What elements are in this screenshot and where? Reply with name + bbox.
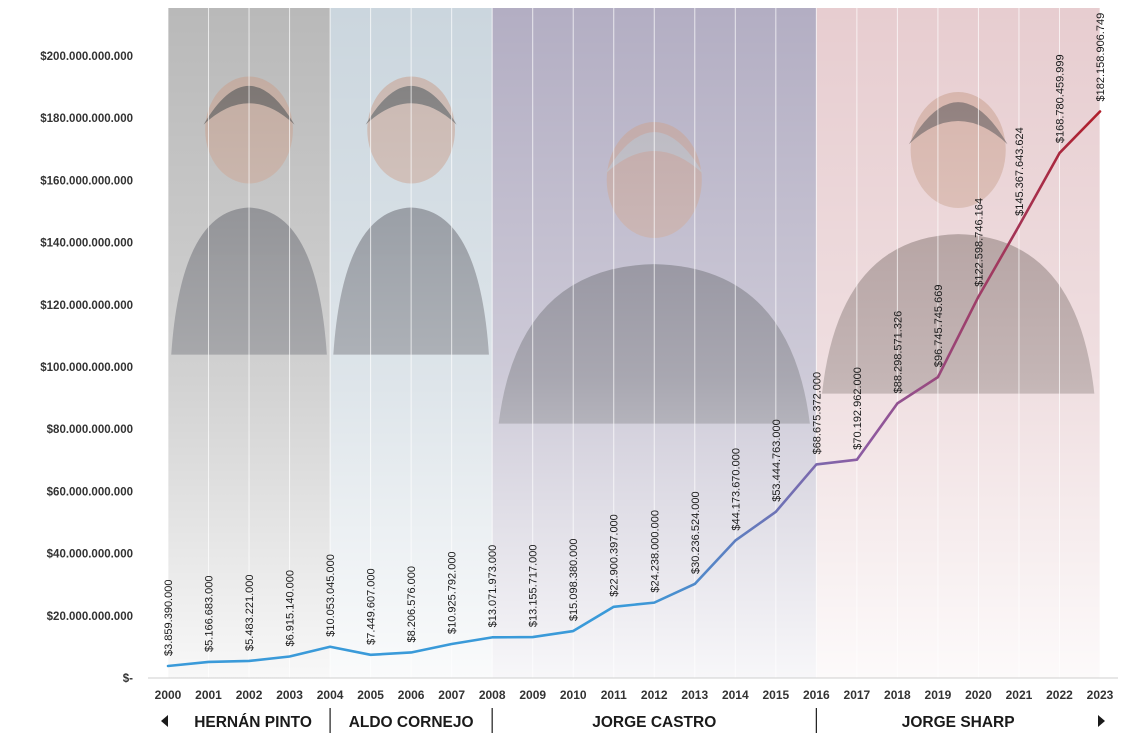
period-labels: HERNÁN PINTO ALDO CORNEJO JORGE CASTRO JORG…	[161, 708, 1105, 733]
x-tick-label: 2002	[236, 688, 263, 702]
x-tick-label: 2003	[276, 688, 303, 702]
y-axis: $- $20.000.000.000 $40.000.000.000 $60.000.…	[40, 51, 133, 685]
data-label: $24.238.000.000	[649, 510, 661, 593]
y-tick-label: $100.000.000.000	[40, 362, 133, 374]
x-tick-label: 2017	[844, 688, 871, 702]
series-line-path	[166, 110, 1102, 668]
y-tick-label: $60.000.000.000	[47, 486, 133, 498]
x-tick-label: 2005	[357, 688, 384, 702]
data-label: $10.925.792.000	[447, 551, 459, 634]
x-tick-label: 2001	[195, 688, 222, 702]
fade-overlay	[168, 8, 1100, 678]
x-tick-label: 2023	[1087, 688, 1114, 702]
x-tick-label: 2009	[519, 688, 546, 702]
x-tick-label: 2015	[762, 688, 789, 702]
data-label: $68.675.372.000	[811, 372, 823, 455]
data-label: $44.173.670.000	[730, 448, 742, 531]
x-tick-label: 2011	[601, 688, 627, 702]
data-label: $53.444.763.000	[771, 419, 783, 502]
data-label: $6.915.140.000	[285, 570, 297, 646]
x-tick-label: 2007	[438, 688, 465, 702]
x-tick-label: 2008	[479, 688, 506, 702]
data-label: $5.483.221.000	[244, 574, 256, 650]
x-tick-label: 2004	[317, 688, 344, 702]
y-tick-label: $80.000.000.000	[47, 424, 133, 436]
x-tick-label: 2014	[722, 688, 749, 702]
data-label: $15.098.380.000	[568, 538, 580, 621]
data-label: $122.598.746.164	[973, 198, 985, 287]
y-tick-label: $140.000.000.000	[40, 238, 133, 250]
data-label: $5.166.683.000	[204, 575, 216, 651]
x-tick-label: 2021	[1006, 688, 1033, 702]
x-tick-label: 2010	[560, 688, 587, 702]
arrow-right-icon	[1098, 715, 1105, 727]
y-tick-label: $120.000.000.000	[40, 300, 133, 312]
y-tick-label: $40.000.000.000	[47, 549, 133, 561]
period-label: JORGE SHARP	[902, 714, 1015, 731]
data-label: $145.367.643.624	[1014, 127, 1026, 216]
y-tick-label: $20.000.000.000	[47, 611, 133, 623]
x-tick-label: 2018	[884, 688, 911, 702]
x-tick-label: 2019	[925, 688, 952, 702]
data-label: $96.745.745.669	[933, 285, 945, 368]
x-tick-label: 2022	[1046, 688, 1073, 702]
x-tick-label: 2000	[155, 688, 182, 702]
x-tick-label: 2006	[398, 688, 425, 702]
y-tick-label: $160.000.000.000	[40, 175, 133, 187]
data-label: $13.071.973.000	[487, 545, 499, 628]
x-tick-label: 2020	[965, 688, 992, 702]
period-label: JORGE CASTRO	[592, 714, 716, 731]
data-label: $182.158.906.749	[1095, 13, 1107, 102]
data-label: $30.236.524.000	[690, 491, 702, 574]
x-tick-label: 2013	[681, 688, 708, 702]
data-label: $70.192.962.000	[852, 367, 864, 450]
data-label: $13.155.717.000	[528, 544, 540, 627]
arrow-left-icon	[161, 715, 168, 727]
data-label: $10.053.045.000	[325, 554, 337, 637]
data-label: $8.206.576.000	[406, 566, 418, 642]
y-tick-label: $180.000.000.000	[40, 113, 133, 125]
data-labels: $3.859.390.000 $5.166.683.000 $5.483.221.0…	[163, 13, 1107, 656]
data-label: $168.780.459.999	[1054, 54, 1066, 143]
data-label: $22.900.397.000	[609, 514, 621, 597]
period-label: ALDO CORNEJO	[349, 714, 474, 731]
data-label: $88.298.571.326	[892, 311, 904, 394]
gridlines	[148, 8, 1118, 679]
series-line	[166, 110, 1102, 668]
data-label: $3.859.390.000	[163, 580, 175, 656]
y-tick-label: $200.000.000.000	[40, 51, 133, 63]
y-tick-label: $-	[123, 673, 133, 685]
x-tick-label: 2012	[641, 688, 668, 702]
x-axis: 2000 2001 2002 2003 2004 2005 2006 2007 2008 2009…	[155, 688, 1114, 702]
period-label: HERNÁN PINTO	[194, 714, 312, 731]
data-label: $7.449.607.000	[366, 568, 378, 644]
x-tick-label: 2016	[803, 688, 830, 702]
